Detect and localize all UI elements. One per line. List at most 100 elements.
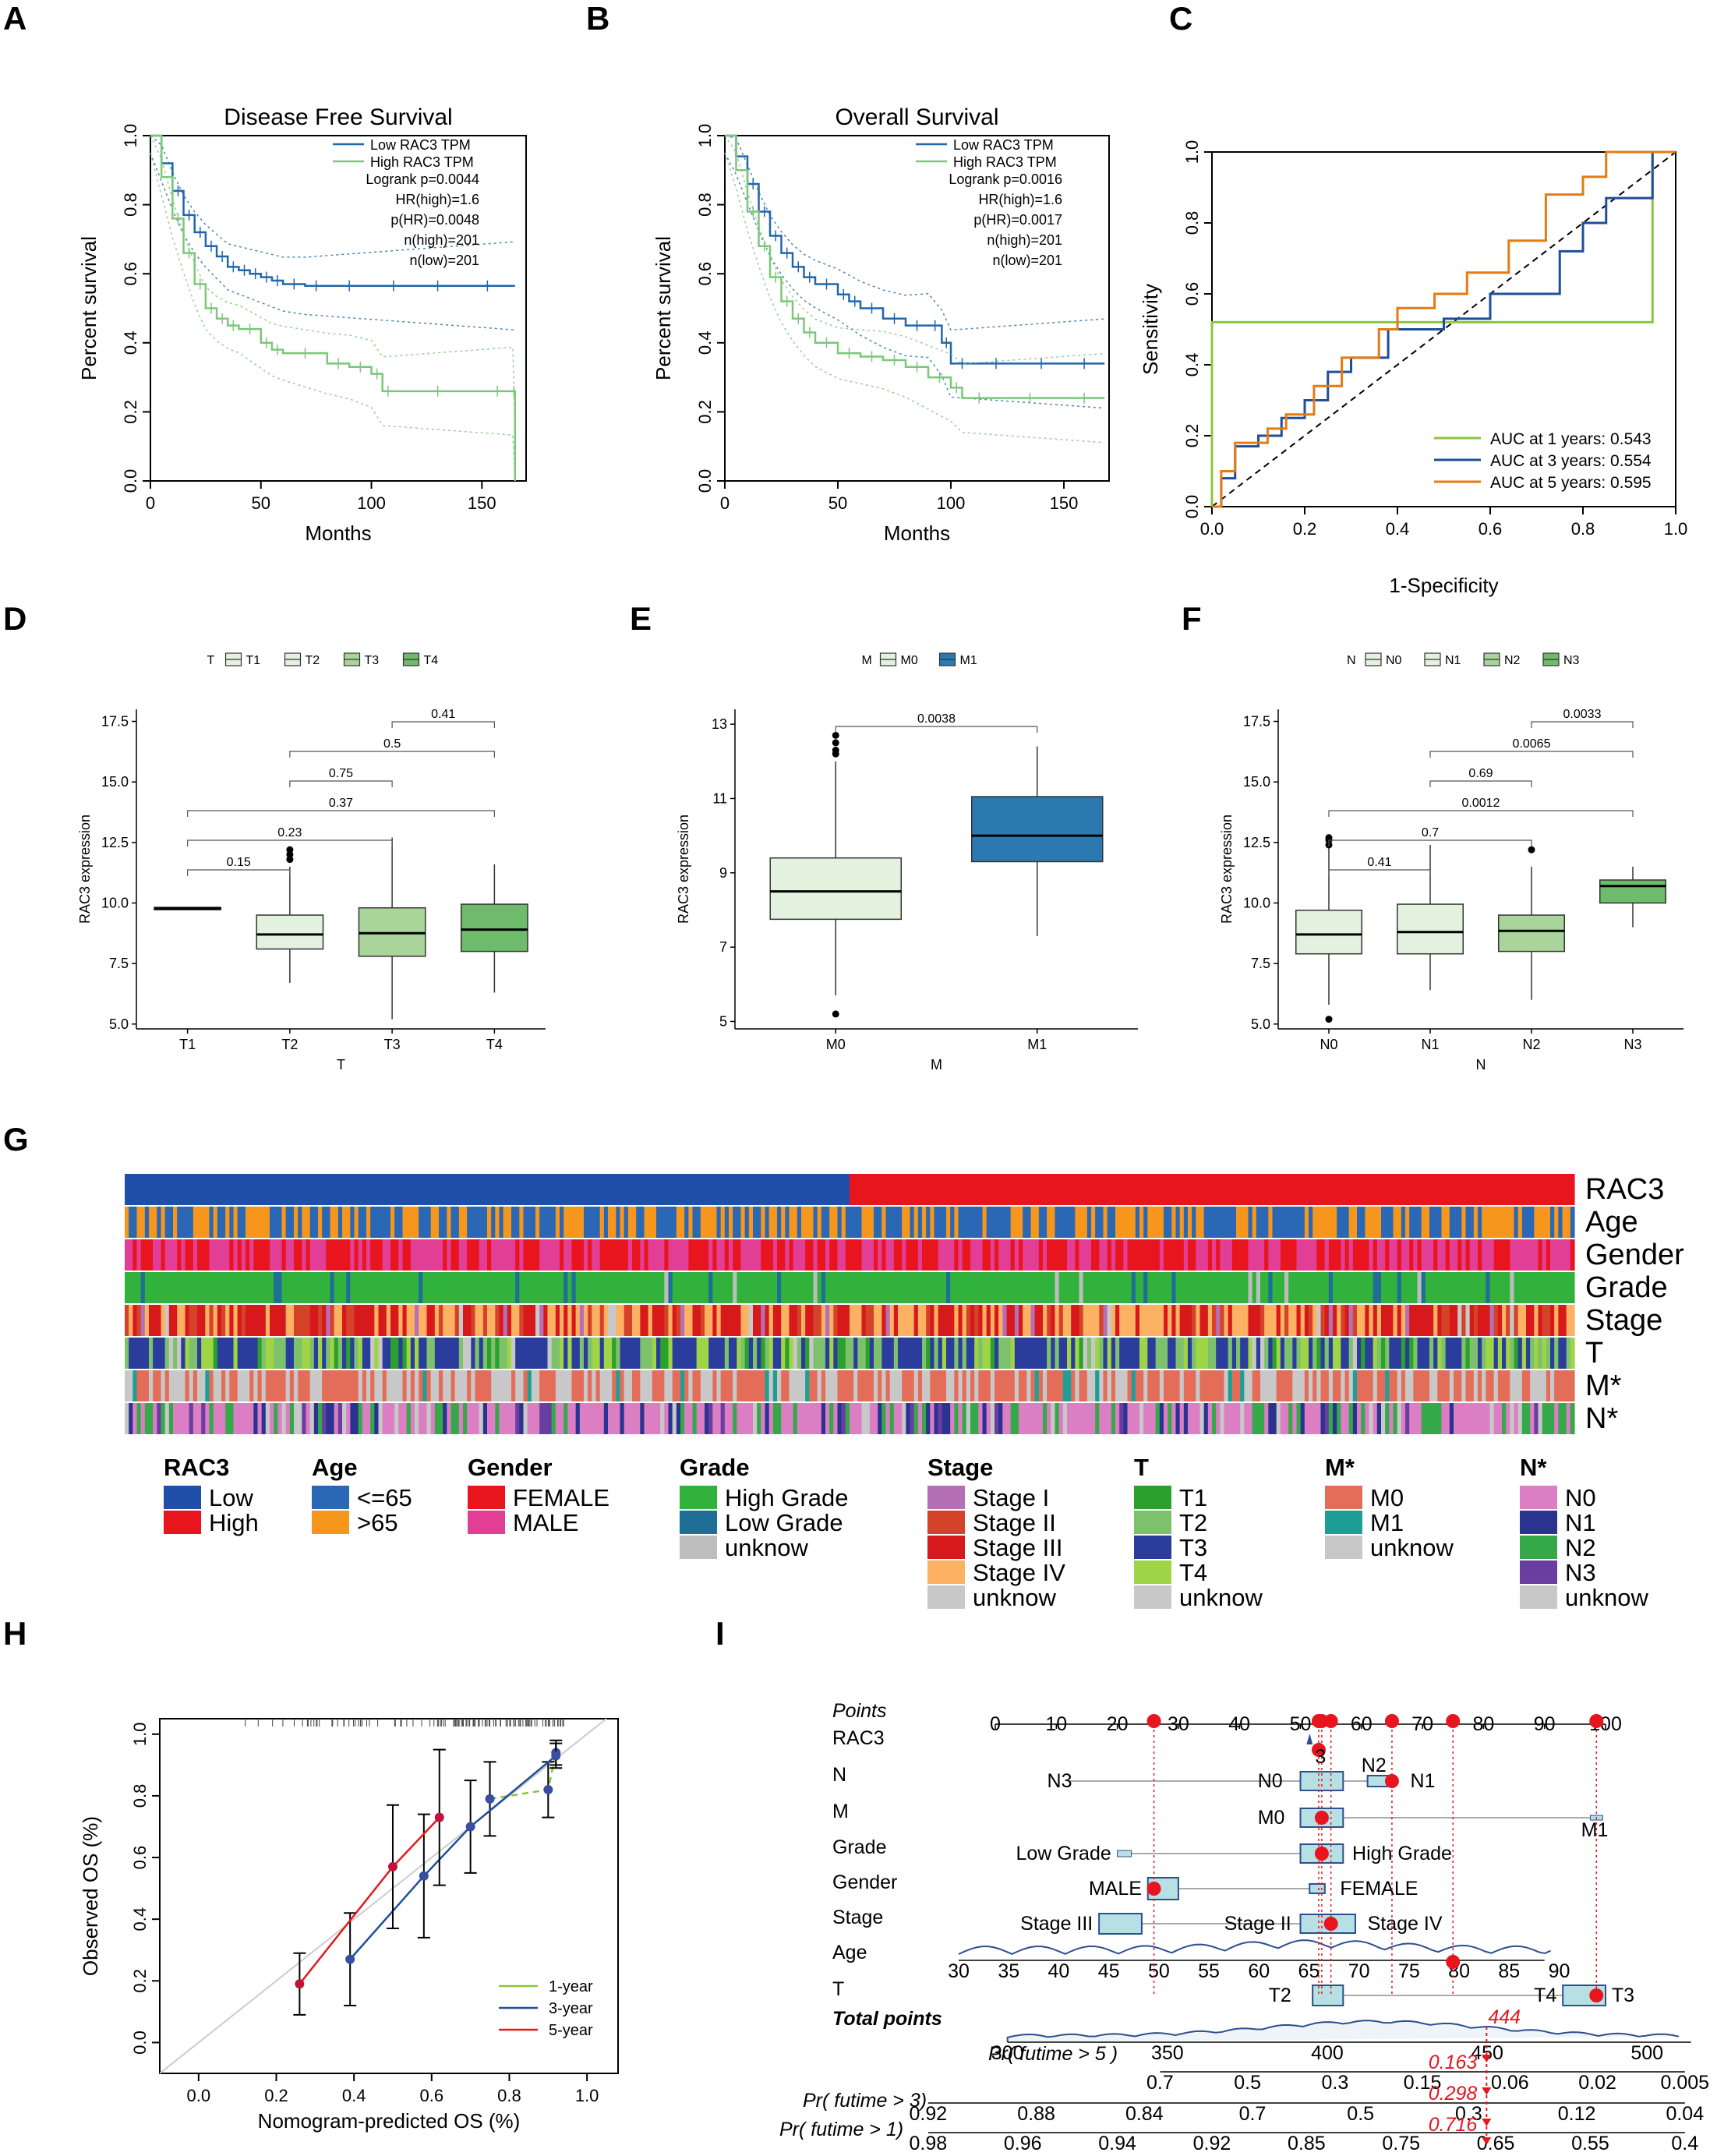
heatmap-cell-run (535, 1207, 540, 1238)
heatmap-cell-run (547, 1338, 553, 1369)
heatmap-cell-run (551, 1403, 556, 1434)
heatmap-cell-run (998, 1305, 1003, 1336)
heatmap-cell-run (1079, 1305, 1084, 1336)
y-tick-label: 0.4 (1182, 353, 1202, 377)
nomogram-row-label: RAC3 (832, 1727, 885, 1749)
heatmap-cell-run (1086, 1338, 1092, 1369)
heatmap-cell-run (1216, 1338, 1229, 1369)
heatmap-cell-run (1449, 1239, 1458, 1271)
heatmap-cell-run (1023, 1207, 1032, 1238)
distribution-box (1098, 1913, 1143, 1935)
points-dot (1384, 1714, 1399, 1728)
y-tick-label: 0.4 (121, 331, 140, 355)
scale-label: T3 (1612, 1985, 1634, 2006)
panel-label-f: F (1182, 600, 1202, 637)
heatmap-cell-run (1526, 1305, 1535, 1336)
heatmap-cell-run (571, 1272, 577, 1303)
y-tick-label: 0.4 (130, 1907, 150, 1932)
x-tick-label: T4 (486, 1037, 503, 1052)
heatmap-cell-run (1502, 1338, 1507, 1369)
heatmap-cell-run (1183, 1207, 1189, 1238)
legend-swatch (927, 1560, 965, 1584)
heatmap-cell-run (676, 1207, 685, 1238)
heatmap-cell-run (1405, 1370, 1414, 1401)
heatmap-cell-run (672, 1305, 677, 1336)
heatmap-cell-run (1006, 1305, 1016, 1336)
heatmap-cell-run (1252, 1403, 1265, 1434)
heatmap-cell-run (1530, 1370, 1547, 1401)
heatmap-cell-run (640, 1305, 649, 1336)
heatmap-cell-run (705, 1403, 709, 1434)
y-tick-label: 0.8 (1182, 211, 1202, 235)
heatmap-cell-run (785, 1207, 790, 1238)
heatmap-cell-run (551, 1338, 560, 1369)
significance-bracket (289, 780, 393, 787)
heatmap-cell-run (624, 1403, 641, 1434)
heatmap-cell-run (471, 1370, 476, 1401)
heatmap-cell-run (761, 1305, 766, 1336)
heatmap-cell-run (748, 1305, 754, 1336)
heatmap-cell-run (1272, 1338, 1277, 1369)
legend-title-gender: Gender (468, 1454, 553, 1481)
heatmap-cell-run (1248, 1207, 1253, 1238)
heatmap-cell-run (946, 1272, 951, 1303)
legend-swatch (680, 1511, 717, 1534)
calibration-point (543, 1785, 553, 1794)
heatmap-cell-run (322, 1338, 327, 1369)
heatmap-cell-run (1252, 1338, 1257, 1369)
heatmap-cell-run (1248, 1272, 1253, 1303)
heatmap-cell-run (390, 1305, 399, 1336)
legend-swatch (927, 1511, 965, 1534)
heatmap-cell-run (599, 1305, 605, 1336)
points-tick-label: 10 (1045, 1713, 1067, 1735)
heatmap-cell-run (177, 1239, 182, 1271)
heatmap-cell-run (893, 1305, 899, 1336)
heatmap-cell-run (209, 1403, 214, 1434)
heatmap-cell-run (265, 1370, 287, 1401)
significance-bracket (187, 810, 495, 817)
heatmap-cell-run (1357, 1403, 1362, 1434)
heatmap-cell-run (966, 1403, 971, 1434)
heatmap-cell-run (507, 1305, 512, 1336)
heatmap-cell-run (1482, 1338, 1486, 1369)
p-value-label: 0.0033 (1563, 708, 1602, 721)
heatmap-cell-run (410, 1338, 415, 1369)
heatmap-cell-run (885, 1403, 891, 1434)
heatmap-cell-run (454, 1370, 468, 1401)
heatmap-cell-run (161, 1239, 166, 1271)
heatmap-cell-run (813, 1305, 822, 1336)
legend-label: Stage IV (973, 1559, 1065, 1586)
heatmap-cell-run (1103, 1370, 1108, 1401)
heatmap-cell-run (237, 1207, 246, 1238)
heatmap-cell-run (1441, 1403, 1450, 1434)
heatmap-cell-run (1038, 1370, 1044, 1401)
heatmap-cell-run (499, 1305, 504, 1336)
box-N1 (1397, 903, 1464, 955)
heatmap-cell-run (495, 1338, 500, 1369)
heatmap-cell-run (1107, 1305, 1112, 1336)
panel-h-calibration-plot: 0.0 0.2 0.4 0.6 0.8 1.00.00.20.40.60.81.0Nomo… (79, 1718, 619, 2133)
heatmap-cell-run (922, 1403, 927, 1434)
heatmap-cell-run (1506, 1403, 1510, 1434)
heatmap-cell-run (450, 1207, 460, 1238)
heatmap-cell-run (974, 1305, 979, 1336)
heatmap-cell-run (1376, 1305, 1382, 1336)
nomogram-row-label: Pr( futime > 1) (779, 2119, 903, 2140)
heatmap-cell-run (668, 1305, 673, 1336)
heatmap-cell-run (221, 1370, 226, 1401)
heatmap-cell-run (954, 1305, 959, 1336)
heatmap-cell-run (1199, 1370, 1225, 1401)
heatmap-cell-run (1502, 1403, 1507, 1434)
heatmap-cell-run (491, 1370, 512, 1401)
age-density (958, 1939, 1551, 1956)
heatmap-cell-run (1309, 1207, 1313, 1238)
heatmap-cell-run (1220, 1403, 1225, 1434)
heatmap-cell-run (1010, 1403, 1019, 1434)
heatmap-cell-run (1401, 1272, 1418, 1303)
heatmap-cell-run (627, 1207, 637, 1238)
x-axis-label: Months (305, 521, 371, 545)
heatmap-cell-run (1083, 1305, 1100, 1336)
heatmap-cell-run (342, 1403, 347, 1434)
probability-tick-label: 0.98 (910, 2133, 948, 2152)
heatmap-cell-run (1304, 1370, 1309, 1401)
